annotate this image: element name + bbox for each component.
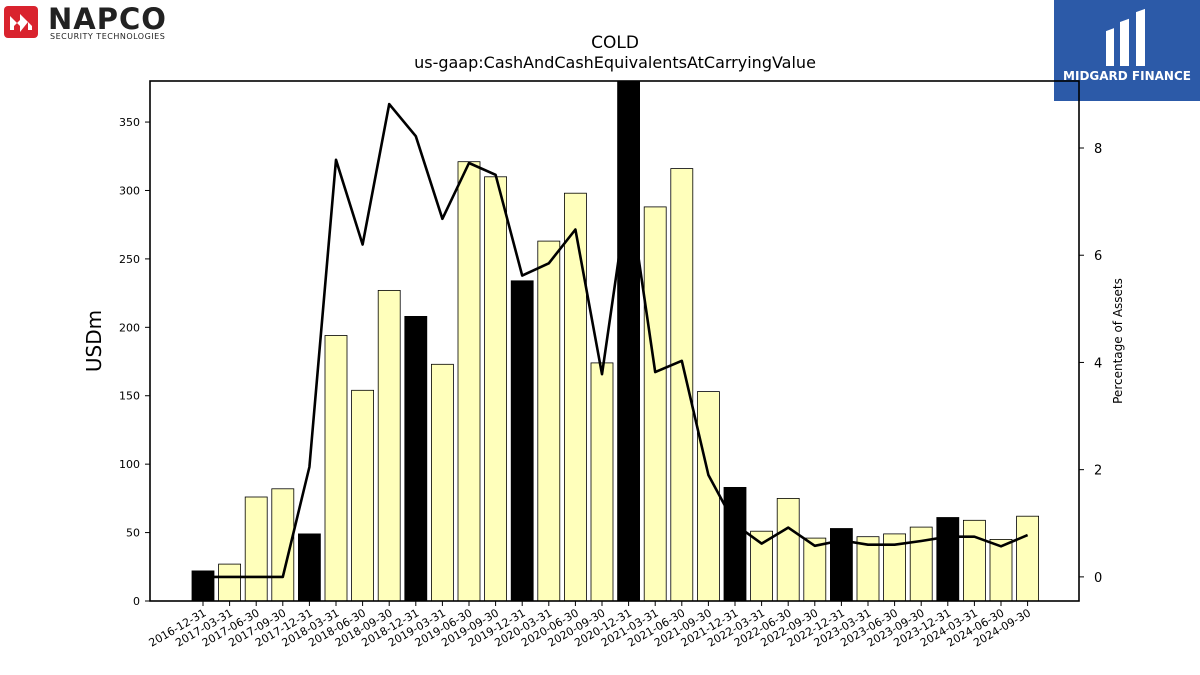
bar xyxy=(1016,515,1039,602)
line-series xyxy=(203,102,1029,579)
y-axis-label: USDm xyxy=(82,310,106,372)
bar xyxy=(297,533,321,602)
bar xyxy=(590,362,614,602)
napco-mark-icon xyxy=(4,6,38,38)
bar xyxy=(457,161,481,602)
napco-logo: NAPCO SECURITY TECHNOLOGIES xyxy=(4,2,214,44)
y-tick-label: 250 xyxy=(119,253,140,266)
bar xyxy=(191,570,215,602)
napco-tagline: SECURITY TECHNOLOGIES xyxy=(50,32,166,41)
y-tick-label: 150 xyxy=(119,390,140,403)
bar xyxy=(697,391,720,602)
chart-title: COLD xyxy=(591,33,639,53)
bar xyxy=(750,530,773,602)
y-tick-label: 200 xyxy=(119,321,140,334)
bar xyxy=(324,335,348,602)
y2-axis-label: Percentage of Assets xyxy=(1111,278,1125,404)
y-axis: 0 50 100 150 200 250 300 350 xyxy=(119,116,150,608)
bar xyxy=(723,486,747,602)
bar xyxy=(537,240,561,602)
bar xyxy=(510,280,534,602)
bar xyxy=(989,539,1013,602)
midgard-brand-name: MIDGARD FINANCE xyxy=(1063,69,1191,83)
y-tick-label: 100 xyxy=(119,458,140,471)
bar-series xyxy=(191,80,1039,602)
y-tick-label: 0 xyxy=(133,595,140,608)
bar xyxy=(564,192,587,602)
bar xyxy=(404,315,428,602)
bar xyxy=(430,363,454,602)
bar xyxy=(244,496,268,602)
line-path xyxy=(203,102,1029,579)
bar xyxy=(218,563,242,602)
bar xyxy=(617,80,640,602)
bar xyxy=(484,176,508,602)
bar xyxy=(856,536,880,602)
bar xyxy=(963,519,986,602)
bar xyxy=(670,168,694,602)
y2-tick-label: 0 xyxy=(1094,571,1102,586)
y2-tick-label: 4 xyxy=(1094,356,1102,371)
chart-subtitle: us-gaap:CashAndCashEquivalentsAtCarrying… xyxy=(414,53,816,72)
y2-axis: 0 2 4 6 8 xyxy=(1079,142,1102,586)
midgard-mark-icon xyxy=(1106,8,1145,66)
y2-tick-label: 6 xyxy=(1094,249,1102,264)
bar xyxy=(351,389,375,602)
y2-tick-label: 8 xyxy=(1094,142,1102,157)
y-tick-label: 350 xyxy=(119,116,140,129)
bar xyxy=(909,526,933,602)
y-tick-label: 300 xyxy=(119,184,140,197)
x-axis: 2016-12-312017-03-312017-06-302017-09-30… xyxy=(147,601,1033,650)
bar xyxy=(643,206,667,602)
bar xyxy=(936,517,960,602)
bar xyxy=(776,497,800,602)
bar xyxy=(377,289,401,602)
napco-brand-name: NAPCO xyxy=(48,2,167,36)
plot-frame xyxy=(149,80,1080,602)
bar xyxy=(803,537,827,602)
y2-tick-label: 2 xyxy=(1094,464,1102,479)
y-tick-label: 50 xyxy=(126,527,140,540)
